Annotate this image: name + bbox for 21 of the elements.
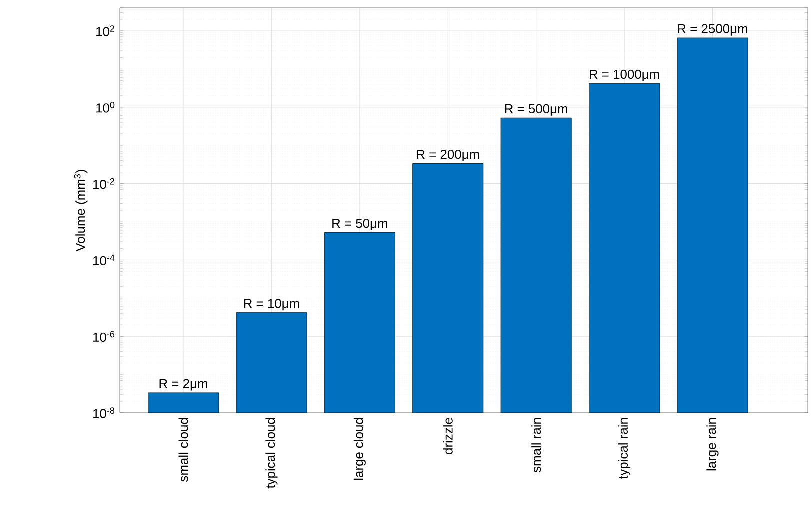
y-tick-label: 10$^{-4}$ <box>94 254 115 266</box>
annotation: R = 50μm <box>332 218 388 231</box>
x-tick-label: large cloud <box>354 418 366 480</box>
annotation: R = 10μm <box>244 299 300 311</box>
y-axis-title: Volume (mm$^{3}$) <box>74 170 88 252</box>
x-tick-label: large rain <box>706 418 719 471</box>
annotation: R = 2μm <box>160 379 208 391</box>
x-tick-label: small cloud <box>178 418 188 482</box>
y-tick-label: 10$^{-6}$ <box>94 331 115 342</box>
annotation: R = 1000μm <box>590 70 660 82</box>
annotation: R = 200μm <box>417 150 480 162</box>
annotation: R = 2500μm <box>678 24 748 36</box>
x-tick-label: small rain <box>532 418 542 473</box>
y-tick-label: 10$^{-2}$ <box>94 178 115 190</box>
y-tick-label: 10$^{0}$ <box>96 102 115 113</box>
y-tick-label: 10$^{-8}$ <box>94 408 115 418</box>
x-tick-label: typical rain <box>618 418 631 480</box>
annotation: R = 500μm <box>505 104 568 116</box>
x-tick-label: drizzle <box>443 418 453 454</box>
y-tick-label: 10$^{2}$ <box>96 26 115 36</box>
x-tick-label: typical cloud <box>266 418 278 489</box>
